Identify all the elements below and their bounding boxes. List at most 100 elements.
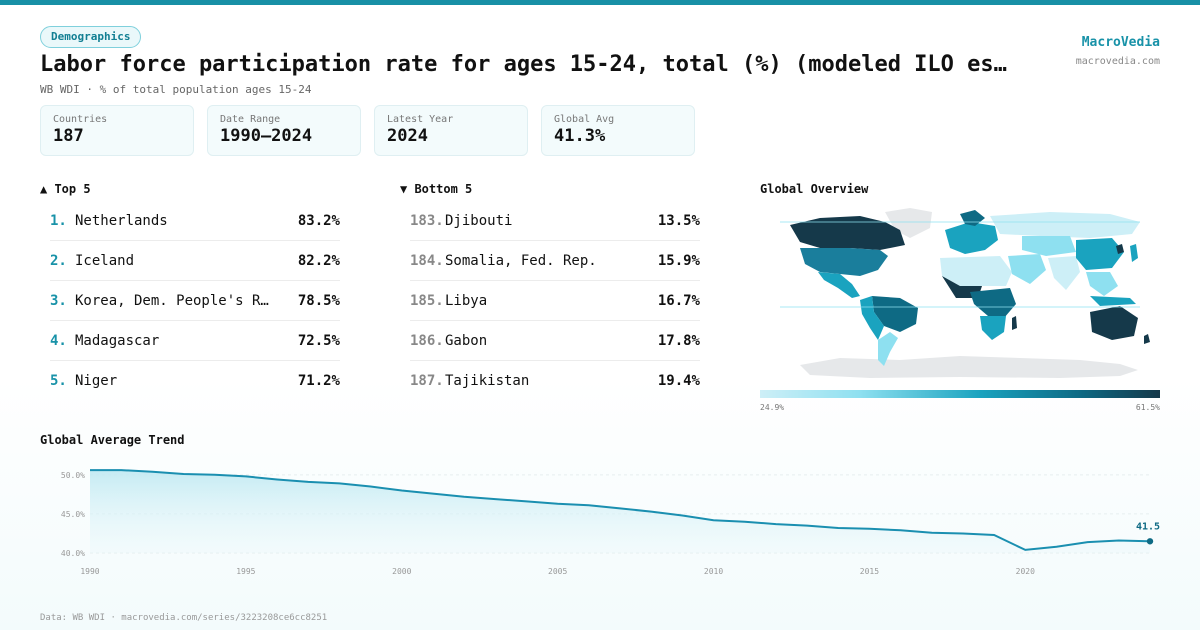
stat-label: Date Range: [220, 114, 281, 125]
trend-chart[interactable]: 40.0% 45.0% 50.0% 1990 1995 2000 2005 2010 2015 2…: [40, 455, 1160, 580]
region-southeast-asia[interactable]: [1086, 272, 1118, 296]
stat-label: Countries: [53, 114, 108, 125]
trend-line: [90, 469, 1151, 551]
brand-url[interactable]: macrovedia.com: [1075, 56, 1160, 67]
region-canada[interactable]: [790, 216, 905, 250]
top5-heading: ▲ Top 5: [40, 182, 91, 196]
region-mexico[interactable]: [818, 272, 860, 298]
region-china[interactable]: [1076, 238, 1124, 270]
x-tick-label: 2005: [548, 567, 567, 576]
region-indonesia[interactable]: [1090, 296, 1136, 306]
y-tick-label: 50.0%: [61, 471, 85, 480]
region-europe[interactable]: [945, 222, 998, 254]
trend-end-point: [1146, 538, 1154, 545]
stat-card-countries: Countries 187: [40, 105, 194, 156]
legend-min-label: 24.9%: [760, 403, 785, 412]
x-tick-label: 2015: [860, 567, 879, 576]
list-item[interactable]: 184. Somalia, Fed. Rep. 15.9%: [410, 241, 700, 281]
country-name: Somalia, Fed. Rep.: [445, 252, 597, 269]
region-south-asia[interactable]: [1048, 256, 1080, 290]
brand-logo[interactable]: MacroVedia: [1081, 35, 1160, 50]
rank-number: 184.: [410, 252, 444, 269]
y-tick-label: 40.0%: [61, 549, 85, 558]
x-tick-label: 1990: [80, 567, 99, 576]
list-item[interactable]: 4. Madagascar 72.5%: [50, 321, 340, 361]
region-north-africa[interactable]: [940, 256, 1012, 286]
stat-label: Latest Year: [387, 114, 454, 125]
trend-heading: Global Average Trend: [40, 433, 185, 447]
country-name: Netherlands: [75, 212, 168, 229]
map-color-legend: [760, 390, 1160, 398]
trend-area: [90, 470, 1150, 553]
region-central-asia[interactable]: [1022, 236, 1076, 256]
country-name: Niger: [75, 373, 118, 389]
stat-value: 41.3%: [554, 126, 606, 146]
rank-value: 19.4%: [657, 373, 700, 389]
stat-card-global-avg: Global Avg 41.3%: [541, 105, 695, 156]
x-tick-label: 2010: [704, 567, 723, 576]
country-name: Iceland: [75, 252, 135, 269]
top5-list: 1. Netherlands 83.2% 2. Iceland 82.2% 3. Kore…: [50, 201, 340, 401]
country-name: Tajikistan: [445, 373, 530, 389]
region-central-africa[interactable]: [970, 288, 1016, 318]
rank-number: 186.: [410, 332, 444, 349]
rank-number: 5.: [50, 373, 67, 389]
country-name: Libya: [445, 292, 488, 309]
rank-number: 1.: [50, 212, 67, 229]
trend-end-label: 41.5%: [1136, 521, 1160, 532]
stat-value: 1990–2024: [220, 126, 313, 146]
country-name: Madagascar: [75, 332, 160, 349]
y-tick-label: 45.0%: [61, 510, 85, 519]
region-usa[interactable]: [800, 248, 888, 276]
rank-number: 187.: [410, 373, 444, 389]
list-item[interactable]: 5. Niger 71.2%: [50, 361, 340, 401]
legend-max-label: 61.5%: [1135, 403, 1160, 412]
region-argentina[interactable]: [878, 332, 898, 366]
region-japan[interactable]: [1130, 244, 1138, 262]
list-item[interactable]: 1. Netherlands 83.2%: [50, 201, 340, 241]
region-southern-africa[interactable]: [980, 316, 1006, 340]
rank-number: 2.: [50, 252, 67, 269]
region-australia[interactable]: [1090, 306, 1138, 340]
list-item[interactable]: 2. Iceland 82.2%: [50, 241, 340, 281]
stat-value: 2024: [387, 126, 428, 146]
category-badge[interactable]: Demographics: [40, 26, 142, 48]
x-tick-label: 1995: [236, 567, 255, 576]
list-item[interactable]: 183. Djibouti 13.5%: [410, 201, 700, 241]
page-title: Labor force participation rate for ages …: [40, 52, 1007, 77]
region-russia[interactable]: [990, 212, 1140, 238]
list-item[interactable]: 187. Tajikistan 19.4%: [410, 361, 700, 401]
rank-value: 13.5%: [657, 212, 700, 229]
rank-value: 72.5%: [297, 332, 340, 349]
stat-value: 187: [53, 126, 84, 146]
region-antarctica: [800, 356, 1138, 378]
rank-value: 71.2%: [297, 373, 340, 389]
region-scandinavia[interactable]: [960, 210, 985, 226]
bottom5-list: 183. Djibouti 13.5% 184. Somalia, Fed. Rep.…: [410, 201, 700, 401]
rank-value: 78.5%: [297, 292, 340, 309]
rank-value: 15.9%: [657, 252, 700, 269]
region-middle-east[interactable]: [1008, 254, 1046, 284]
rank-value: 83.2%: [297, 212, 340, 229]
region-new-zealand[interactable]: [1144, 334, 1150, 344]
list-item[interactable]: 3. Korea, Dem. People's R… 78.5%: [50, 281, 340, 321]
rank-number: 185.: [410, 292, 444, 309]
region-north-korea[interactable]: [1116, 244, 1124, 254]
choropleth-map[interactable]: [760, 200, 1160, 385]
footer-source: Data: WB WDI · macrovedia.com/series/322…: [40, 613, 328, 623]
region-madagascar[interactable]: [1012, 316, 1017, 330]
list-item[interactable]: 186. Gabon 17.8%: [410, 321, 700, 361]
top-accent-bar: [0, 0, 1200, 5]
rank-value: 82.2%: [297, 252, 340, 269]
stat-card-date-range: Date Range 1990–2024: [207, 105, 361, 156]
page-subtitle: WB WDI · % of total population ages 15-2…: [40, 83, 312, 96]
country-name: Djibouti: [445, 212, 513, 229]
country-name: Gabon: [445, 332, 488, 349]
region-brazil[interactable]: [872, 296, 918, 332]
list-item[interactable]: 185. Libya 16.7%: [410, 281, 700, 321]
stat-label: Global Avg: [554, 114, 615, 125]
rank-number: 183.: [410, 212, 444, 229]
rank-number: 3.: [50, 292, 67, 309]
world-map-svg: [780, 208, 1150, 378]
stat-card-latest-year: Latest Year 2024: [374, 105, 528, 156]
